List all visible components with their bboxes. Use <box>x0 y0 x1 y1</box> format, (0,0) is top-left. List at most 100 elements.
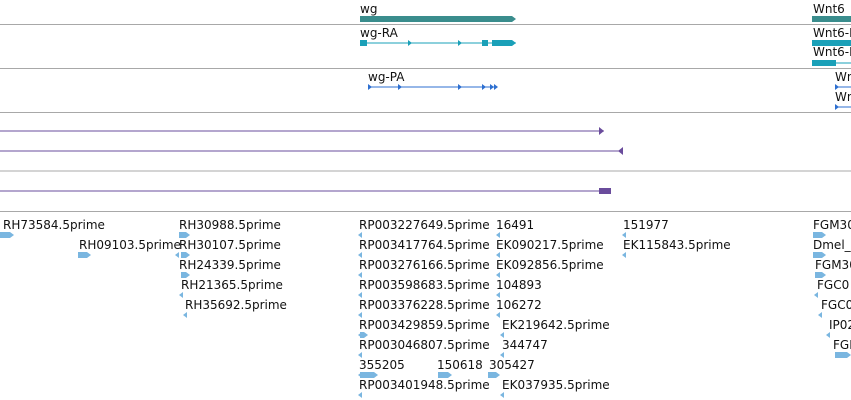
protein-direction-arrow[interactable] <box>494 84 498 90</box>
protein-direction-arrow[interactable] <box>458 84 462 90</box>
est-label[interactable]: RP003227649.5prime <box>359 218 490 232</box>
est-label[interactable]: Dmel_r <box>813 238 851 252</box>
est-glyph[interactable] <box>183 312 187 318</box>
est-glyph[interactable] <box>175 252 179 258</box>
long-feature-arrow[interactable] <box>599 127 604 135</box>
est-label[interactable]: EK115843.5prime <box>623 238 731 252</box>
est-label[interactable]: RP003598683.5prime <box>359 278 490 292</box>
protein-label-wg-pa[interactable]: wg-PA <box>368 70 405 84</box>
est-label[interactable]: FGM30 <box>815 258 851 272</box>
est-glyph[interactable] <box>818 312 822 318</box>
est-label[interactable]: EK092856.5prime <box>496 258 604 272</box>
protein-direction-arrow[interactable] <box>482 84 486 90</box>
transcript-direction-arrow[interactable] <box>408 40 412 46</box>
est-glyph[interactable] <box>488 372 500 378</box>
est-glyph[interactable] <box>0 232 14 238</box>
est-label[interactable]: FGC0 <box>821 298 851 312</box>
est-glyph[interactable] <box>496 292 500 298</box>
protein-direction-arrow[interactable] <box>368 84 372 90</box>
est-glyph[interactable] <box>358 312 362 318</box>
transcript-exon[interactable] <box>360 40 367 46</box>
est-glyph[interactable] <box>358 252 362 258</box>
protein-direction-arrow[interactable] <box>398 84 402 90</box>
est-label[interactable]: RP003417764.5prime <box>359 238 490 252</box>
est-label[interactable]: RH30107.5prime <box>179 238 281 252</box>
est-glyph[interactable] <box>500 332 504 338</box>
est-glyph[interactable] <box>179 232 190 238</box>
transcript-label-wnt6-ra[interactable]: Wnt6-RA <box>813 26 851 40</box>
est-glyph[interactable] <box>360 332 368 338</box>
long-feature-arrow[interactable] <box>618 147 623 155</box>
est-label[interactable]: 355205 <box>359 358 405 372</box>
transcript-label-wnt6-rb[interactable]: Wnt6-RB <box>813 45 851 59</box>
est-label[interactable]: EK090217.5prime <box>496 238 604 252</box>
est-glyph[interactable] <box>814 292 818 298</box>
est-label[interactable]: IP02 <box>829 318 851 332</box>
est-label[interactable]: RH73584.5prime <box>3 218 105 232</box>
transcript-exon[interactable] <box>492 40 516 46</box>
est-glyph[interactable] <box>181 272 190 278</box>
est-glyph[interactable] <box>358 292 362 298</box>
protein-direction-arrow[interactable] <box>490 84 494 90</box>
est-glyph[interactable] <box>358 392 362 398</box>
track-divider <box>0 68 851 69</box>
est-label[interactable]: 106272 <box>496 298 542 312</box>
est-glyph[interactable] <box>358 232 362 238</box>
est-glyph[interactable] <box>438 372 452 378</box>
est-glyph[interactable] <box>496 252 500 258</box>
est-label[interactable]: 16491 <box>496 218 535 232</box>
est-label[interactable]: 150618 <box>437 358 483 372</box>
est-glyph[interactable] <box>826 332 830 338</box>
gene-glyph-wg[interactable] <box>360 16 516 22</box>
est-glyph[interactable] <box>813 232 826 238</box>
est-label[interactable]: 305427 <box>489 358 535 372</box>
est-label[interactable]: RH21365.5prime <box>181 278 283 292</box>
est-label[interactable]: RP003401948.5prime <box>359 378 490 392</box>
est-label[interactable]: EK219642.5prime <box>502 318 610 332</box>
gene-glyph-wnt6[interactable] <box>812 16 851 22</box>
est-label[interactable]: RH35692.5prime <box>185 298 287 312</box>
est-label[interactable]: RP003276166.5prime <box>359 258 490 272</box>
est-glyph[interactable] <box>496 232 500 238</box>
est-glyph[interactable] <box>815 272 826 278</box>
est-glyph[interactable] <box>500 352 504 358</box>
est-glyph[interactable] <box>179 292 183 298</box>
transcript-exon[interactable] <box>482 40 488 46</box>
est-label[interactable]: 344747 <box>502 338 548 352</box>
est-label[interactable]: 151977 <box>623 218 669 232</box>
est-label[interactable]: RH09103.5prime <box>79 238 181 252</box>
transcript-label-wg-ra[interactable]: wg-RA <box>360 26 398 40</box>
est-glyph[interactable] <box>813 252 826 258</box>
est-label[interactable]: RP003429859.5prime <box>359 318 490 332</box>
gene-label-wg[interactable]: wg <box>360 2 378 16</box>
est-glyph[interactable] <box>181 252 190 258</box>
est-glyph[interactable] <box>500 392 504 398</box>
est-label[interactable]: RP003376228.5prime <box>359 298 490 312</box>
protein-direction-arrow[interactable] <box>835 84 839 90</box>
protein-direction-arrow[interactable] <box>835 104 839 110</box>
est-glyph[interactable] <box>360 372 378 378</box>
est-glyph[interactable] <box>496 272 500 278</box>
est-label[interactable]: RH30988.5prime <box>179 218 281 232</box>
est-glyph[interactable] <box>622 232 626 238</box>
long-feature-end[interactable] <box>599 188 611 194</box>
protein-label-wnt6-pb[interactable]: Wnt6-PB <box>835 90 851 104</box>
est-glyph[interactable] <box>835 352 851 358</box>
transcript-direction-arrow[interactable] <box>458 40 462 46</box>
est-glyph[interactable] <box>358 272 362 278</box>
protein-label-wnt6-pa[interactable]: Wnt6-PA <box>835 70 851 84</box>
gene-label-wnt6[interactable]: Wnt6 <box>813 2 845 16</box>
est-glyph[interactable] <box>622 252 626 258</box>
est-label[interactable]: FGI <box>833 338 851 352</box>
est-label[interactable]: RH24339.5prime <box>179 258 281 272</box>
est-label[interactable]: 104893 <box>496 278 542 292</box>
est-label[interactable]: FGM30 <box>813 218 851 232</box>
est-glyph[interactable] <box>496 312 500 318</box>
est-glyph[interactable] <box>358 352 362 358</box>
transcript-exon[interactable] <box>812 60 836 66</box>
transcript-exon[interactable] <box>812 40 851 46</box>
est-glyph[interactable] <box>78 252 91 258</box>
est-label[interactable]: RP003046807.5prime <box>359 338 490 352</box>
est-label[interactable]: FGC0 <box>817 278 850 292</box>
est-label[interactable]: EK037935.5prime <box>502 378 610 392</box>
